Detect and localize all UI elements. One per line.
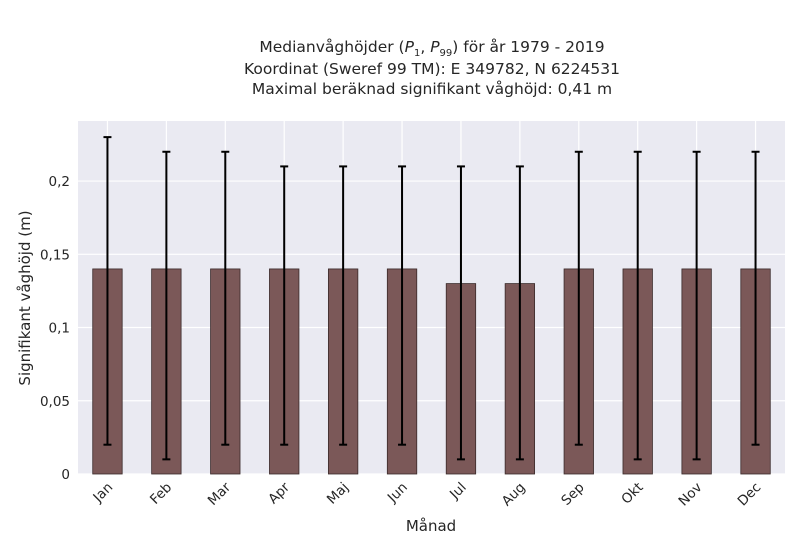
chart-title-line-1: Medianvåghöjder (P1, P99) för år 1979 - …	[259, 38, 604, 59]
y-tick-label: 0,15	[40, 247, 70, 263]
x-tick-label-dec: Dec	[735, 480, 765, 510]
x-tick-label-nov: Nov	[676, 480, 706, 510]
x-tick-label-sep: Sep	[558, 480, 587, 509]
x-tick-labels: Jan Feb Mar Apr Maj Jun Jul Aug Sep Okt Nov Dec	[90, 479, 765, 509]
y-tick-label: 0,2	[49, 174, 70, 190]
error-bars	[103, 136, 760, 461]
x-tick-label-feb: Feb	[147, 480, 175, 508]
x-axis-label: Månad	[406, 517, 456, 535]
y-tick-label: 0,05	[40, 394, 70, 410]
x-tick-label-maj: Maj	[324, 480, 352, 508]
plot-area	[78, 121, 785, 474]
x-tick-label-jul: Jul	[446, 480, 470, 504]
y-axis-label: Signifikant våghöjd (m)	[16, 210, 34, 385]
x-tick-label-aug: Aug	[499, 480, 529, 510]
x-tick-label-okt: Okt	[618, 480, 646, 508]
chart-title-line-2: Koordinat (Sweref 99 TM): E 349782, N 62…	[244, 60, 620, 78]
y-tick-label: 0	[61, 467, 70, 483]
x-tick-label-mar: Mar	[205, 479, 235, 509]
chart-title-line-3: Maximal beräknad signifikant våghöjd: 0,…	[252, 80, 612, 98]
x-tick-label-apr: Apr	[265, 479, 293, 507]
y-tick-labels: 0 0,05 0,1 0,15 0,2	[40, 174, 70, 483]
x-tick-label-jun: Jun	[384, 480, 411, 507]
x-tick-label-jan: Jan	[90, 480, 117, 507]
y-tick-label: 0,1	[49, 321, 70, 337]
